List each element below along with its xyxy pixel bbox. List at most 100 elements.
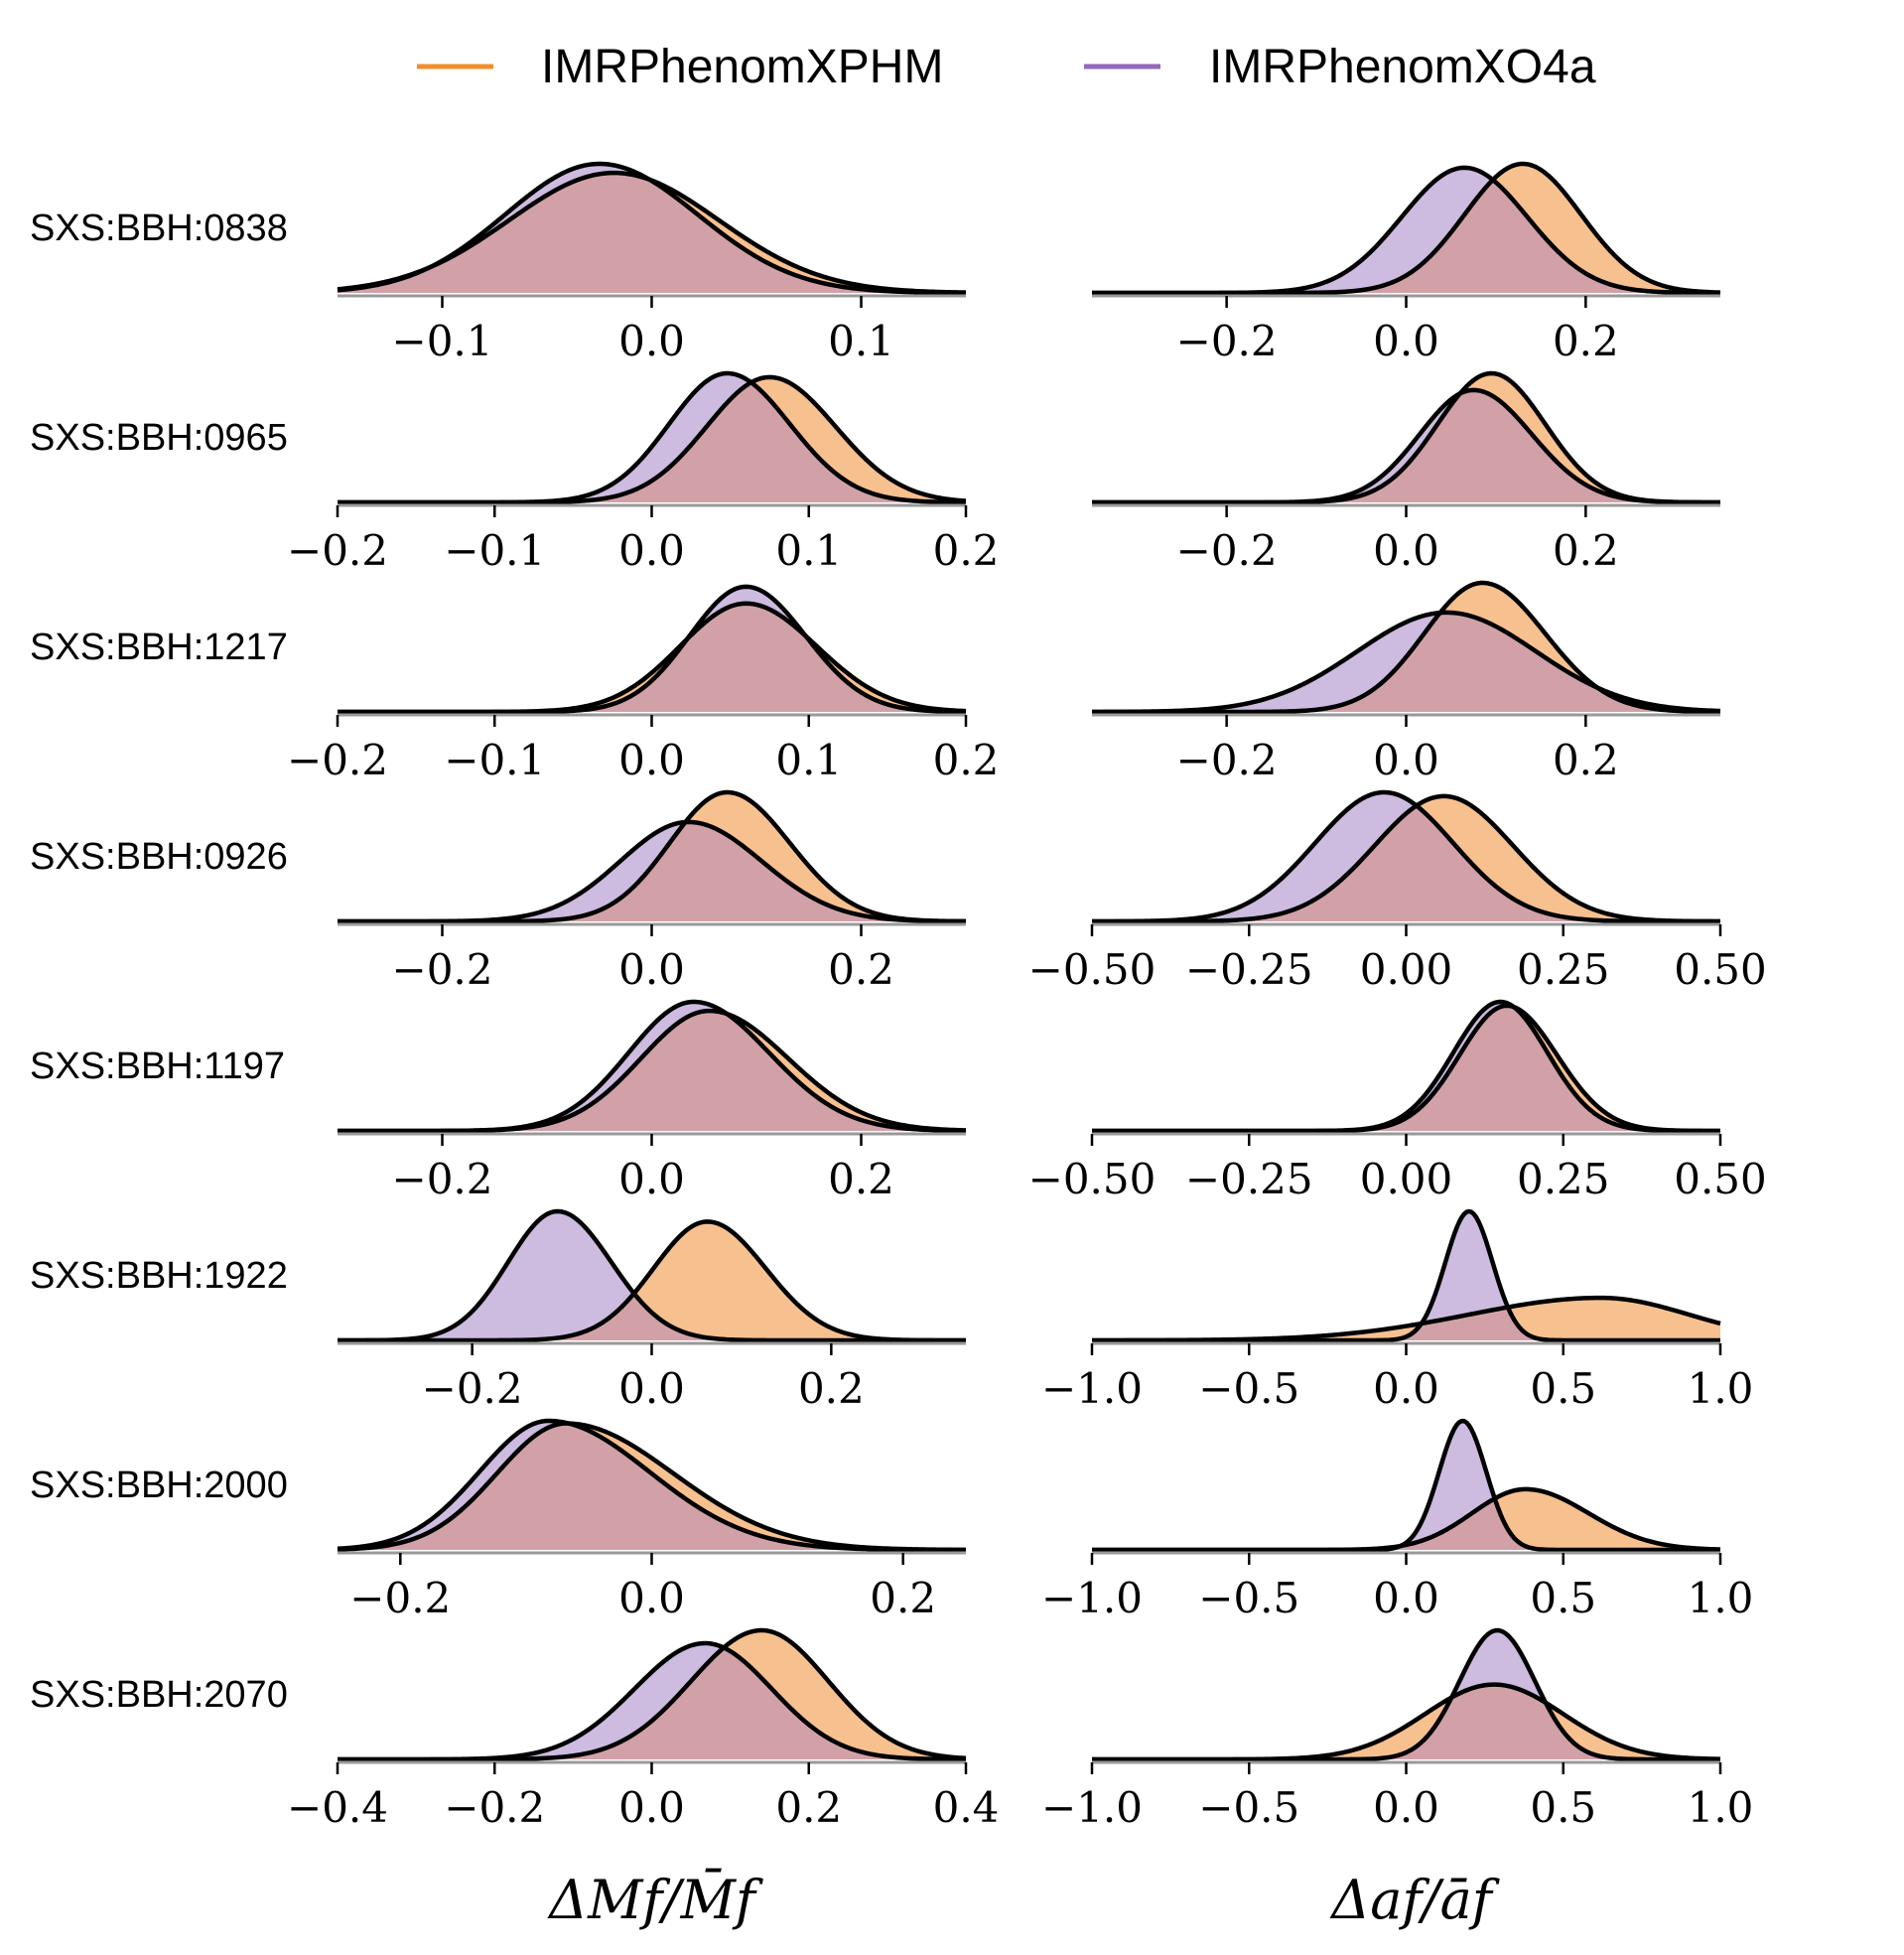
density-fill-xo4a	[1092, 1421, 1720, 1550]
density-line-xo4a	[1092, 789, 1720, 924]
x-tick-label: −0.2	[1176, 736, 1278, 784]
x-tick-label: −0.5	[1198, 1783, 1299, 1832]
x-tick-label: 1.0	[1688, 1783, 1754, 1832]
x-tick-label: 0.2	[828, 1155, 894, 1203]
x-tick-label: 0.1	[775, 526, 842, 575]
density-line-xo4a	[338, 819, 967, 924]
x-tick-label: −0.5	[1198, 1364, 1299, 1413]
panel-spin-1: −0.2 0.0 0.2	[1092, 370, 1721, 575]
density-line-xphm	[1092, 793, 1721, 924]
panel-spin-4: −0.50 −0.25 0.00 0.25 0.50	[1028, 999, 1767, 1203]
legend-label-xo4a: IMRPhenomXO4a	[1209, 41, 1596, 93]
x-tick-label: 0.0	[618, 945, 685, 994]
panel-mass-6: −0.2 0.0 0.2	[337, 1418, 967, 1622]
x-tick-label: 0.4	[933, 1783, 1000, 1832]
x-tick-label: −0.1	[392, 317, 493, 365]
density-line-xo4a	[338, 999, 967, 1134]
x-tick-label: 0.0	[1373, 1783, 1439, 1832]
x-tick-label: 0.0	[618, 1783, 685, 1832]
density-overlap	[1092, 1684, 1720, 1759]
legend-label-xphm: IMRPhenomXPHM	[541, 41, 943, 93]
x-tick-label: 0.5	[1530, 1364, 1596, 1413]
density-line-xo4a	[338, 370, 967, 505]
x-tick-label: 0.0	[1373, 1574, 1439, 1622]
x-tick-label: 0.0	[1373, 1364, 1439, 1413]
x-tick-label: 0.1	[775, 736, 842, 784]
panel-mass-3: −0.2 0.0 0.2	[338, 789, 967, 994]
density-line-xo4a	[338, 584, 967, 715]
x-tick-label: −0.2	[392, 945, 493, 994]
x-tick-label: 0.2	[828, 945, 894, 994]
panel-spin-2: −0.2 0.0 0.2	[1091, 580, 1721, 784]
density-fill-xphm	[338, 792, 966, 921]
row-label: SXS:BBH:1197	[30, 1046, 285, 1087]
panel-mass-7: −0.4 −0.2 0.0 0.2 0.4	[287, 1627, 1000, 1832]
x-tick-label: −1.0	[1041, 1364, 1143, 1413]
x-tick-label: −0.2	[1176, 526, 1278, 575]
density-line-xo4a	[338, 1208, 966, 1343]
x-tick-label: 0.1	[828, 317, 894, 365]
density-overlap	[1092, 1005, 1720, 1131]
density-line-xo4a	[1092, 387, 1721, 505]
x-tick-label: −0.2	[1176, 317, 1278, 365]
x-tick-label: 0.0	[618, 736, 685, 784]
panel-spin-3: −0.50 −0.25 0.00 0.25 0.50	[1028, 789, 1767, 994]
panel-spin-0: −0.2 0.0 0.2	[1092, 161, 1721, 365]
x-tick-label: −0.4	[287, 1783, 388, 1832]
x-tick-label: 0.2	[798, 1364, 865, 1413]
density-fill-xo4a	[338, 1211, 966, 1340]
x-axis-title-mass: ΔMf/M̄f	[547, 1868, 763, 1931]
panel-mass-1: −0.2 −0.1 0.0 0.1 0.2	[287, 370, 1000, 575]
x-tick-label: −0.50	[1028, 945, 1156, 994]
density-line-xo4a	[1092, 1418, 1720, 1553]
x-tick-label: 0.0	[618, 1364, 685, 1413]
panel-spin-5: −1.0 −0.5 0.0 0.5 1.0	[1041, 1208, 1754, 1413]
x-tick-label: 0.2	[775, 1783, 842, 1832]
density-overlap	[1092, 805, 1720, 921]
density-overlap	[338, 1294, 966, 1340]
row-label: SXS:BBH:0838	[30, 208, 288, 249]
x-tick-label: 0.2	[933, 526, 1000, 575]
x-tick-label: −0.50	[1028, 1155, 1156, 1203]
panel-mass-0: −0.1 0.0 0.1	[337, 161, 967, 365]
x-tick-label: 0.50	[1674, 945, 1767, 994]
x-tick-label: 1.0	[1688, 1574, 1754, 1622]
density-overlap	[338, 1423, 966, 1550]
x-tick-label: −0.2	[444, 1783, 545, 1832]
row-label: SXS:BBH:1922	[30, 1255, 288, 1297]
density-line-xo4a	[337, 161, 967, 296]
panel-spin-7: −1.0 −0.5 0.0 0.5 1.0	[1041, 1627, 1754, 1832]
density-line-xo4a	[1092, 999, 1720, 1134]
x-axis-title-spin: Δaf/āf	[1329, 1869, 1500, 1931]
x-tick-label: 0.0	[1373, 736, 1439, 784]
x-tick-label: 0.0	[618, 317, 685, 365]
row-label: SXS:BBH:0965	[30, 417, 288, 459]
density-overlap	[338, 382, 966, 502]
density-overlap	[338, 1011, 966, 1131]
x-tick-label: −0.25	[1185, 945, 1313, 994]
x-tick-label: −0.2	[392, 1155, 493, 1203]
x-tick-label: −0.5	[1198, 1574, 1299, 1622]
panel-mass-4: −0.2 0.0 0.2	[338, 999, 967, 1203]
x-tick-label: 1.0	[1688, 1364, 1754, 1413]
x-tick-label: −0.1	[444, 736, 545, 784]
x-tick-label: 0.2	[870, 1574, 936, 1622]
density-overlap	[1092, 389, 1720, 502]
x-tick-label: 0.25	[1517, 1155, 1610, 1203]
x-tick-label: 0.5	[1530, 1783, 1596, 1832]
density-line-xo4a	[1091, 610, 1721, 715]
row-label: SXS:BBH:2000	[30, 1465, 288, 1506]
density-fill-xphm	[1092, 1298, 1720, 1340]
x-tick-label: 0.2	[933, 736, 1000, 784]
panel-mass-2: −0.2 −0.1 0.0 0.1 0.2	[287, 584, 1000, 784]
x-tick-label: 0.0	[1373, 317, 1439, 365]
density-overlap	[1092, 180, 1720, 293]
x-tick-label: −0.2	[287, 736, 388, 784]
density-overlap	[338, 173, 966, 293]
density-fill-xphm	[338, 1221, 966, 1340]
density-overlap	[1092, 612, 1720, 712]
x-tick-label: 0.0	[618, 526, 685, 575]
panel-mass-5: −0.2 0.0 0.2	[338, 1208, 966, 1413]
x-tick-label: 0.0	[618, 1574, 685, 1622]
